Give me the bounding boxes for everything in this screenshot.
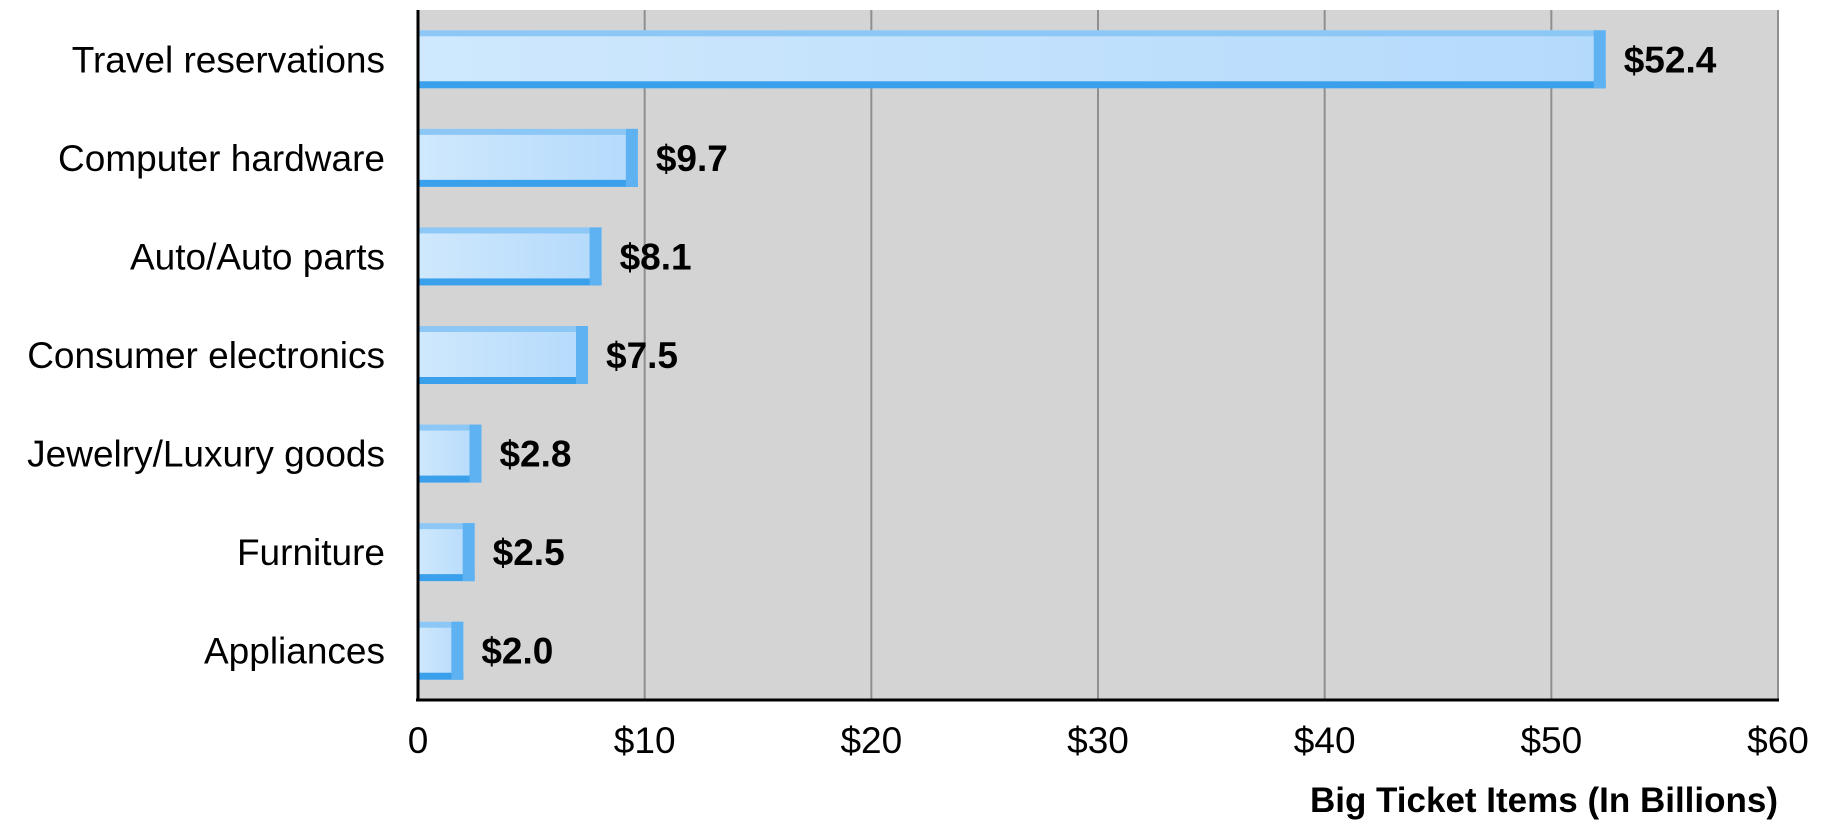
bar-top-edge: [418, 523, 475, 530]
bar-face: [418, 227, 602, 286]
bar-top-edge: [418, 30, 1606, 37]
bar-bottom-edge: [418, 179, 638, 187]
value-label: $7.5: [606, 335, 678, 376]
gridlines: [643, 10, 1779, 700]
bar-end-cap: [469, 424, 482, 483]
category-label: Appliances: [204, 631, 385, 672]
bar: [418, 523, 475, 582]
bar-bottom-edge: [418, 81, 1606, 89]
bar-bottom-edge: [418, 278, 602, 286]
bar-face: [418, 128, 638, 187]
bar-bottom-edge: [418, 475, 482, 483]
category-label: Consumer electronics: [27, 335, 385, 376]
bar-bottom-edge: [418, 377, 588, 384]
x-tick-label: $30: [1067, 720, 1129, 761]
x-tick-labels: 0 $10 $20 $30 $40 $50 $60: [408, 720, 1809, 761]
bar-end-cap: [625, 128, 638, 187]
value-label: $52.4: [1624, 39, 1717, 80]
value-label: $8.1: [620, 236, 692, 277]
bar-top-edge: [418, 326, 588, 332]
bar-bottom-edge: [418, 672, 464, 680]
bar-end-cap: [589, 227, 602, 286]
value-label: $2.5: [493, 532, 565, 573]
bar-bottom-edge: [418, 574, 475, 582]
x-axis-title: Big Ticket Items (In Billions): [1310, 781, 1778, 820]
category-labels: Travel reservations Computer hardware Auto…: [27, 39, 385, 671]
category-label: Computer hardware: [58, 138, 385, 179]
bar-top-edge: [418, 227, 602, 234]
bar: [418, 128, 638, 187]
value-label: $9.7: [656, 138, 728, 179]
x-tick-label: $20: [840, 720, 902, 761]
value-label: $2.8: [499, 434, 571, 475]
x-tick-label: $40: [1294, 720, 1356, 761]
bar: [418, 424, 482, 483]
bar-end-cap: [451, 621, 464, 680]
bar: [418, 30, 1606, 89]
category-label: Auto/Auto parts: [130, 236, 385, 277]
value-labels: $52.4 $9.7 $8.1 $7.5 $2.8 $2.5 $2.0: [481, 39, 1716, 671]
bar-top-edge: [418, 621, 464, 628]
bars: [418, 30, 1606, 680]
category-label: Furniture: [237, 532, 385, 573]
category-label: Jewelry/Luxury goods: [27, 434, 385, 475]
bar-face: [418, 30, 1606, 89]
bar-end-cap: [576, 326, 588, 384]
bar-end-cap: [462, 523, 475, 582]
bar-top-edge: [418, 128, 638, 135]
value-label: $2.0: [481, 631, 553, 672]
x-tick-label: $10: [614, 720, 676, 761]
bar-top-edge: [418, 424, 482, 431]
bar: [418, 227, 602, 286]
bar: [418, 621, 464, 680]
bar-end-cap: [1593, 30, 1606, 89]
bar: [418, 326, 588, 384]
x-tick-label: $50: [1520, 720, 1582, 761]
bar-face: [418, 326, 588, 384]
x-tick-label: $60: [1747, 720, 1809, 761]
category-label: Travel reservations: [72, 39, 385, 80]
x-tick-label: 0: [408, 720, 429, 761]
